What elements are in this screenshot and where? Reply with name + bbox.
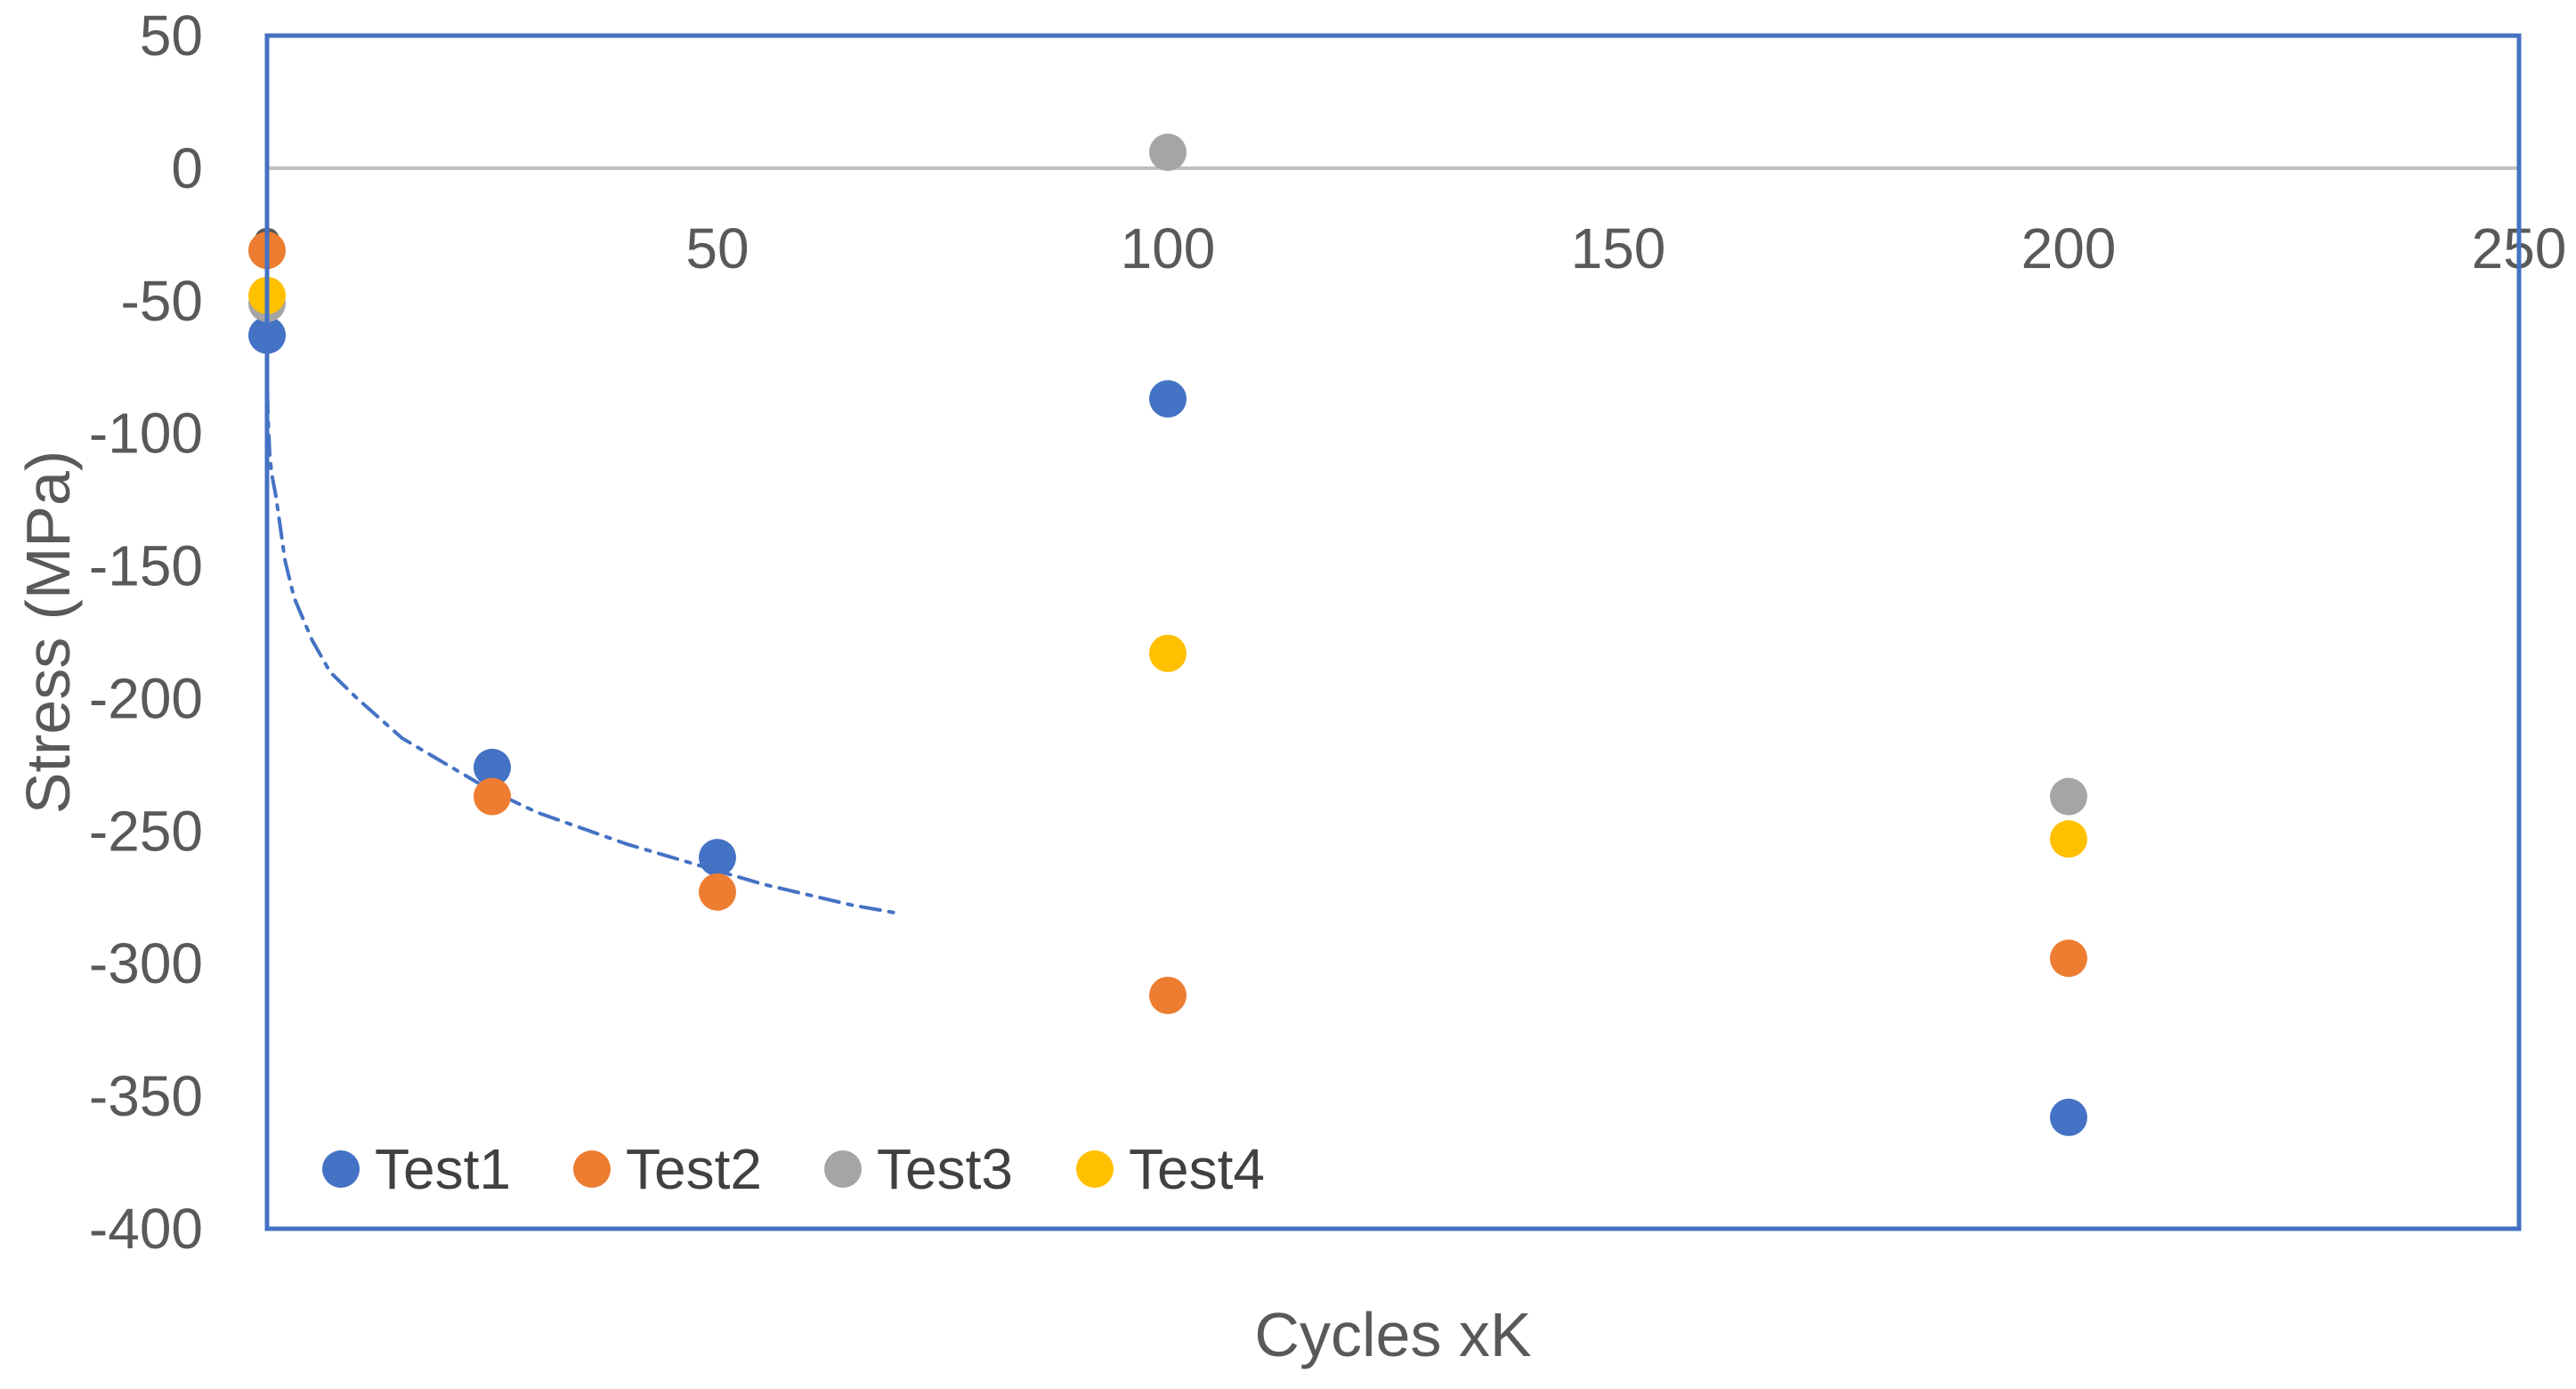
- series-test4: [248, 276, 2087, 858]
- legend-item-test3: Test3: [824, 1137, 1013, 1201]
- point-test2: [474, 777, 511, 816]
- trendline-test1: [265, 392, 900, 915]
- legend-marker: [322, 1150, 360, 1188]
- x-tick-label: 150: [1571, 216, 1666, 280]
- legend-marker: [824, 1150, 862, 1188]
- trendline-group: [265, 392, 900, 915]
- x-axis-title: Cycles xK: [1254, 1300, 1531, 1369]
- legend-item-test2: Test2: [573, 1137, 762, 1201]
- point-test2: [1149, 976, 1187, 1014]
- point-test3: [2050, 777, 2087, 816]
- y-tick-label: -250: [89, 799, 203, 863]
- legend-label: Test3: [877, 1137, 1013, 1201]
- x-tick-label: 200: [2021, 216, 2117, 280]
- y-axis-title: Stress (MPa): [13, 451, 83, 814]
- y-tick-label: -150: [89, 534, 203, 598]
- legend-item-test1: Test1: [322, 1137, 511, 1201]
- legend-label: Test1: [375, 1137, 511, 1201]
- legend-label: Test2: [626, 1137, 762, 1201]
- legend-marker: [1076, 1150, 1114, 1188]
- y-tick-label: -300: [89, 931, 203, 995]
- point-test1: [474, 748, 511, 786]
- point-test4: [2050, 820, 2087, 858]
- legend-label: Test4: [1129, 1137, 1265, 1201]
- x-tick-label: 50: [685, 216, 749, 280]
- legend-marker: [573, 1150, 611, 1188]
- y-tick-label: 50: [140, 4, 203, 68]
- legend-item-test4: Test4: [1076, 1137, 1265, 1201]
- y-tick-label: -200: [89, 666, 203, 730]
- series-test1: [248, 316, 2087, 1136]
- data-points: [248, 134, 2087, 1136]
- series-test2: [248, 232, 2087, 1014]
- point-test2: [2050, 939, 2087, 978]
- legend: Test1 Test2 Test3 Test4: [322, 1137, 1265, 1201]
- x-tick-label: 100: [1121, 216, 1216, 280]
- y-tick-label: -350: [89, 1064, 203, 1128]
- point-test1: [699, 839, 736, 877]
- point-test2: [699, 873, 736, 911]
- plot-area-border: [264, 33, 2522, 1231]
- y-tick-label: -100: [89, 402, 203, 466]
- point-test1: [2050, 1098, 2087, 1136]
- point-test1: [1149, 379, 1187, 418]
- y-tick-label: -50: [121, 269, 204, 333]
- y-tick-label: -400: [89, 1197, 203, 1261]
- y-tick-label: 0: [171, 136, 203, 200]
- point-test4: [1149, 634, 1187, 672]
- tick-labels: 500-50-100-150-200-250-300-350-400050100…: [89, 4, 2566, 1261]
- point-test3: [1149, 134, 1187, 172]
